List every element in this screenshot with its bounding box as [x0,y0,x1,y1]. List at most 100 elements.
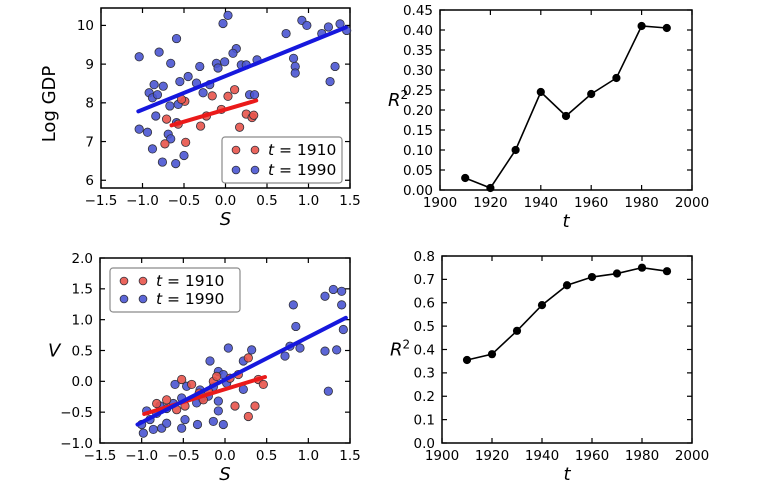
scatter-point [142,127,153,137]
y-tick-label: −0.5 [60,405,93,421]
scatter-point [161,114,172,124]
x-axis-label: S [220,209,231,230]
legend-marker [231,145,241,155]
scatter-point [290,68,300,78]
scatter-point [195,61,205,72]
y-tick-label: 0.10 [403,143,433,159]
y-tick-label: 0.5 [72,343,93,359]
scatter-point [280,351,290,361]
scatter-point [147,144,158,154]
series-t-1990 [137,284,348,438]
y-tick-label: 0.2 [414,389,435,405]
y-tick-label: 1.0 [72,312,93,328]
x-ticks: 1900 1920 1940 1960 1980 2000 [423,10,709,211]
series-t-1910 [160,85,259,149]
y-ticks: 0.0 0.1 0.2 0.3 0.4 0.5 0.6 0.7 0.8 [414,249,692,452]
scatter-point [235,122,245,132]
scatter-point [223,91,233,101]
chart-log-gdp-vs-s: −1.5 −1.0 −0.5 0.0 0.5 1.0 1.5 6 7 8 9 10 S Log GDP t … [39,7,361,230]
y-tick-label: 0.1 [414,412,435,428]
y-tick-label: 0.20 [403,103,433,119]
scatter-point [328,284,338,295]
x-tick-label: 1940 [524,195,558,211]
scatter-point [281,28,291,39]
scatter-point [320,291,330,301]
legend-marker [250,145,260,155]
legend-entry: t = 1990 [231,161,336,179]
series-fit-1990 [136,25,348,114]
scatter-point [223,343,233,353]
y-tick-label: 0.35 [403,43,433,59]
y-tick-label: 0.5 [414,319,435,335]
chart-r2-v-vs-t: 1900 1920 1940 1960 1980 20000.00.10.20.30.40… [390,249,709,485]
legend-marker [250,165,260,175]
scatter-point [230,85,240,95]
scatter-point [223,10,233,20]
x-tick-label: 1900 [425,448,459,464]
x-tick-label: 0.5 [256,448,277,464]
x-tick-label: 1940 [525,448,559,464]
scatter-point [213,396,223,406]
scatter-point [177,423,187,433]
y-tick-label: 0.7 [414,272,435,288]
x-tick-label: 1980 [624,195,658,211]
legend-label: t = 1910 [268,141,336,159]
scatter-point [134,52,144,62]
scatter-point [207,91,217,101]
y-tick-label: 2.0 [72,251,93,267]
y-tick-label: 7 [85,134,94,150]
legend-marker [138,294,148,304]
y-tick-label: −1.0 [60,436,93,452]
scatter-point [196,121,206,131]
y-axis-label: V [48,341,62,362]
scatter-point [320,346,330,356]
scatter-point [198,88,208,98]
trend-line [142,375,267,417]
scatter-point [166,134,176,144]
data-point [637,21,646,31]
x-axis-label: t [562,211,570,232]
scatter-point [325,76,335,87]
y-tick-label: 0.0 [414,436,435,452]
scatter-point [171,33,182,44]
scatter-point [288,53,299,63]
y-tick-label: 0.3 [414,366,435,382]
legend-label: t = 1910 [156,272,224,290]
y-tick-label: 6 [85,173,94,189]
scatter-point [162,418,172,428]
y-tick-label: 0.00 [403,183,433,199]
scatter-point [230,401,240,411]
legend-label: t = 1990 [156,290,224,308]
scatter-point [165,101,175,111]
scatter-point [249,90,260,100]
x-tick-label: 1900 [423,195,457,211]
data-point [562,281,572,290]
scatter-point [213,406,223,416]
x-tick-label: 1920 [473,195,507,211]
scatter-point [208,416,218,427]
data-point [536,87,545,97]
x-ticks: 1900 1920 1940 1960 1980 2000 [425,256,709,464]
scatter-point [337,286,347,296]
scatter-point [157,157,168,167]
scatter-point [205,356,215,366]
scatter-point [179,150,189,161]
scatter-point [220,57,230,67]
scatter-point [212,371,222,381]
scatter-point [323,22,334,32]
scatter-point [154,47,164,57]
x-tick-label: 1920 [475,448,509,464]
scatter-point [302,20,312,31]
y-tick-label: 0.6 [414,296,435,312]
scatter-point [134,124,144,134]
data-point [461,173,470,183]
scatter-point [152,90,163,100]
x-ticks: −1.5 −1.0 −0.5 0.0 0.5 1.0 1.5 [84,258,361,464]
legend-entry: t = 1910 [231,141,336,159]
y-tick-label: 0.8 [414,249,435,265]
y-tick-label: 0.4 [414,342,435,358]
scatter-point [171,159,181,169]
x-tick-label: 1960 [574,195,608,211]
